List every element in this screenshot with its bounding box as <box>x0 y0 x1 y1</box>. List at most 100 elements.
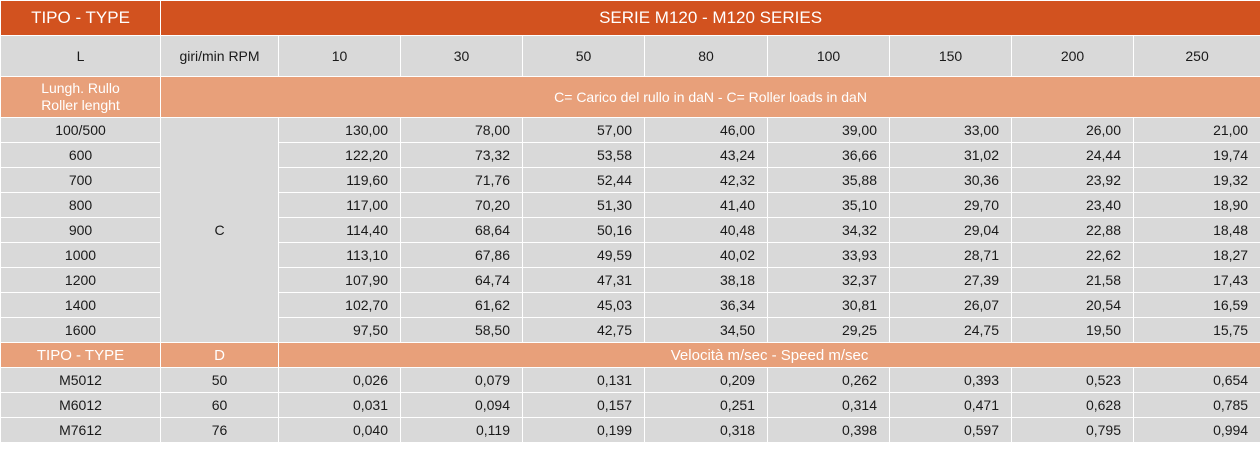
load-value-cell: 26,07 <box>889 292 1012 318</box>
load-value-cell: 18,27 <box>1132 242 1260 268</box>
load-symbol-cell: C <box>160 117 279 343</box>
load-value-cell: 119,60 <box>278 167 401 193</box>
roller-type-cell: M5012 <box>0 367 161 393</box>
roller-length-cell: 800 <box>0 192 161 218</box>
speed-header-row: TIPO - TYPE D Velocità m/sec - Speed m/sec <box>0 342 1260 368</box>
speed-value-cell: 0,040 <box>278 417 401 443</box>
rpm-value-cell: 10 <box>278 35 401 77</box>
load-value-cell: 58,50 <box>400 317 523 343</box>
load-value-cell: 42,75 <box>522 317 645 343</box>
diameter-cell: 76 <box>160 417 279 443</box>
speed-title-cell: Velocità m/sec - Speed m/sec <box>277 342 1260 368</box>
load-value-cell: 40,02 <box>644 242 768 268</box>
speed-value-cell: 0,654 <box>1132 367 1260 393</box>
type-header-cell: TIPO - TYPE <box>0 0 161 36</box>
load-value-cell: 19,50 <box>1011 317 1134 343</box>
speed-row: M6012 60 0,031 0,094 0,157 0,251 0,314 0,471 0,6… <box>0 392 1260 418</box>
speed-value-cell: 0,471 <box>889 392 1012 418</box>
rpm-value-cell: 50 <box>522 35 645 77</box>
speed-value-cell: 0,523 <box>1011 367 1134 393</box>
load-value-cell: 23,40 <box>1011 192 1134 218</box>
load-value-cell: 107,90 <box>278 267 401 293</box>
speed-value-cell: 0,131 <box>522 367 645 393</box>
load-value-cell: 34,32 <box>767 217 890 243</box>
speed-value-cell: 0,026 <box>278 367 401 393</box>
load-header-row: Lungh. Rullo Roller lenght C= Carico del… <box>0 76 1260 118</box>
load-value-cell: 45,03 <box>522 292 645 318</box>
load-value-cell: 43,24 <box>644 142 768 168</box>
load-value-cell: 39,00 <box>767 117 890 143</box>
roller-length-cell: 100/500 <box>0 117 161 143</box>
load-value-cell: 51,30 <box>522 192 645 218</box>
load-value-cell: 38,18 <box>644 267 768 293</box>
load-value-cell: 28,71 <box>889 242 1012 268</box>
load-value-cell: 97,50 <box>278 317 401 343</box>
rpm-column-header: giri/min RPM <box>160 35 279 77</box>
load-value-cell: 26,00 <box>1011 117 1134 143</box>
speed-type-header: TIPO - TYPE <box>0 342 161 368</box>
load-value-cell: 42,32 <box>644 167 768 193</box>
speed-value-cell: 0,318 <box>644 417 768 443</box>
load-value-cell: 30,36 <box>889 167 1012 193</box>
load-value-cell: 18,48 <box>1132 217 1260 243</box>
roller-load-title-cell: C= Carico del rullo in daN - C= Roller l… <box>159 76 1260 118</box>
roller-length-cell: 1400 <box>0 292 161 318</box>
rpm-value-cell: 200 <box>1011 35 1134 77</box>
speed-value-cell: 0,157 <box>522 392 645 418</box>
load-value-cell: 53,58 <box>522 142 645 168</box>
load-value-cell: 70,20 <box>400 192 523 218</box>
speed-value-cell: 0,597 <box>889 417 1012 443</box>
roller-length-cell: 1000 <box>0 242 161 268</box>
speed-row: M7612 76 0,040 0,119 0,199 0,318 0,398 0,597 0,7… <box>0 417 1260 443</box>
rpm-value-cell: 150 <box>889 35 1012 77</box>
roller-length-cell: 700 <box>0 167 161 193</box>
load-value-cell: 50,16 <box>522 217 645 243</box>
roller-length-label-en: Roller lenght <box>41 97 120 113</box>
speed-value-cell: 0,209 <box>644 367 768 393</box>
load-value-cell: 47,31 <box>522 267 645 293</box>
length-column-header: L <box>0 35 161 77</box>
load-value-cell: 15,75 <box>1132 317 1260 343</box>
load-value-cell: 16,59 <box>1132 292 1260 318</box>
load-value-cell: 130,00 <box>278 117 401 143</box>
load-row: 1000 113,10 67,86 49,59 40,02 33,93 28,71 22,62… <box>0 242 1260 268</box>
load-value-cell: 117,00 <box>278 192 401 218</box>
load-value-cell: 20,54 <box>1011 292 1134 318</box>
load-value-cell: 41,40 <box>644 192 768 218</box>
speed-value-cell: 0,314 <box>767 392 890 418</box>
speed-row: M5012 50 0,026 0,079 0,131 0,209 0,262 0,393 0,5… <box>0 367 1260 393</box>
load-value-cell: 17,43 <box>1132 267 1260 293</box>
load-value-cell: 35,10 <box>767 192 890 218</box>
roller-type-cell: M6012 <box>0 392 161 418</box>
load-value-cell: 61,62 <box>400 292 523 318</box>
speed-value-cell: 0,031 <box>278 392 401 418</box>
load-value-cell: 78,00 <box>400 117 523 143</box>
load-value-cell: 21,00 <box>1132 117 1260 143</box>
load-value-cell: 52,44 <box>522 167 645 193</box>
speed-value-cell: 0,079 <box>400 367 523 393</box>
load-value-cell: 33,93 <box>767 242 890 268</box>
rpm-value-cell: 30 <box>400 35 523 77</box>
load-value-cell: 19,32 <box>1132 167 1260 193</box>
load-value-cell: 32,37 <box>767 267 890 293</box>
load-row: 1400 102,70 61,62 45,03 36,34 30,81 26,07 20,54… <box>0 292 1260 318</box>
speed-value-cell: 0,994 <box>1132 417 1260 443</box>
load-value-cell: 23,92 <box>1011 167 1134 193</box>
load-row: 1200 107,90 64,74 47,31 38,18 32,37 27,39 21,58… <box>0 267 1260 293</box>
load-value-cell: 102,70 <box>278 292 401 318</box>
load-value-cell: 67,86 <box>400 242 523 268</box>
load-value-cell: 40,48 <box>644 217 768 243</box>
roller-length-label-it: Lungh. Rullo <box>41 80 120 96</box>
load-row: 900 114,40 68,64 50,16 40,48 34,32 29,04 22,88 1… <box>0 217 1260 243</box>
load-row: 700 119,60 71,76 52,44 42,32 35,88 30,36 23,92 1… <box>0 167 1260 193</box>
speed-value-cell: 0,795 <box>1011 417 1134 443</box>
load-value-cell: 33,00 <box>889 117 1012 143</box>
speed-value-cell: 0,398 <box>767 417 890 443</box>
load-value-cell: 114,40 <box>278 217 401 243</box>
load-row: 100/500 C 130,00 78,00 57,00 46,00 39,00 33,00 2… <box>0 117 1260 343</box>
speed-value-cell: 0,199 <box>522 417 645 443</box>
load-value-cell: 36,66 <box>767 142 890 168</box>
series-title-cell: SERIE M120 - M120 SERIES <box>159 0 1260 36</box>
load-value-cell: 29,25 <box>767 317 890 343</box>
